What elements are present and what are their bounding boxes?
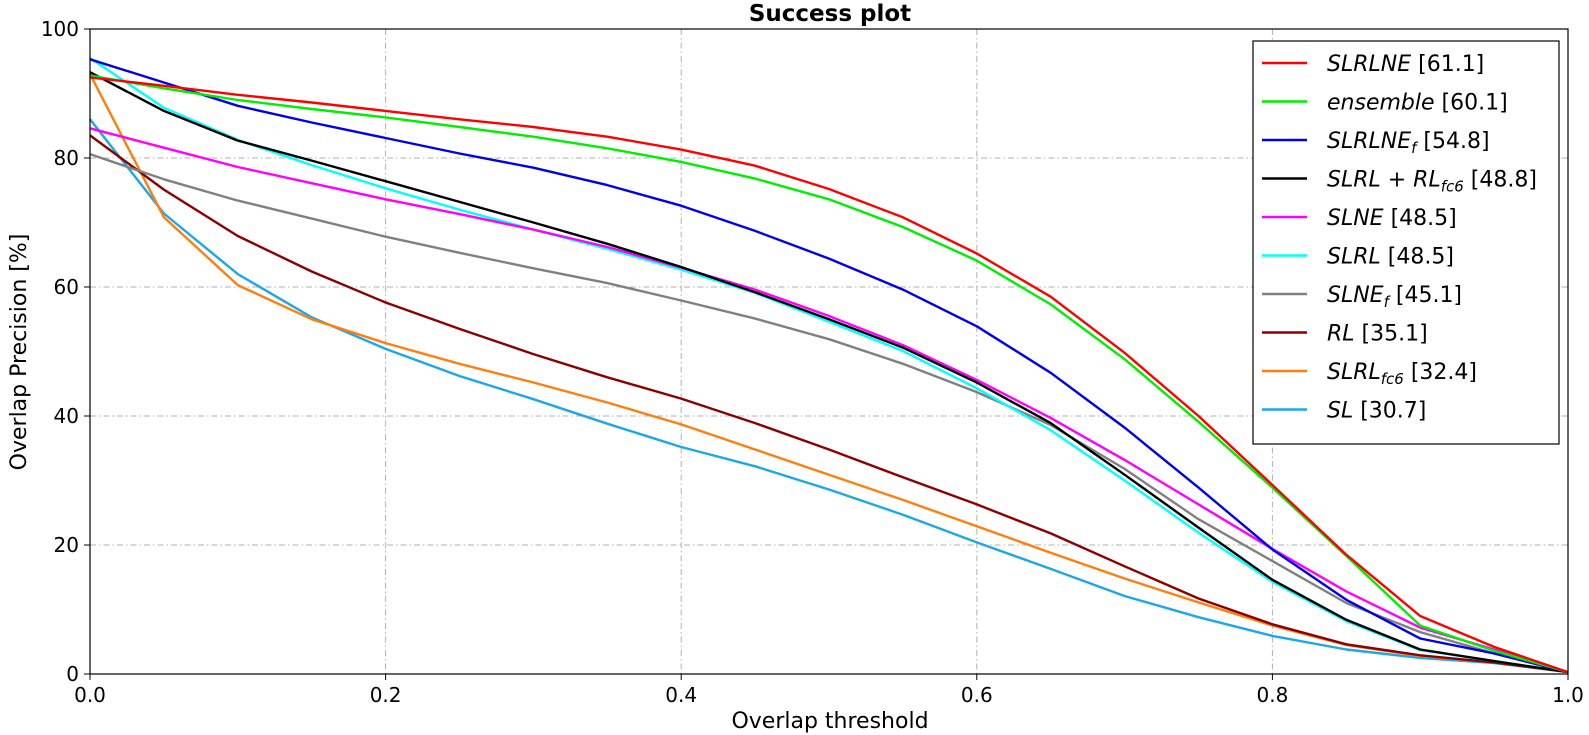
y-tick-label: 100 xyxy=(41,17,79,41)
legend-entry: SLNEf [45.1] xyxy=(1327,283,1462,311)
y-tick-label: 40 xyxy=(54,404,79,428)
series-line-slrl xyxy=(89,57,1569,674)
legend: SLRLNE [61.1] ensemble [60.1] SLRLNEf [54.… xyxy=(1252,40,1560,445)
series-line-slne xyxy=(89,127,1569,674)
legend-entry: SLRLNEf [54.8] xyxy=(1327,129,1490,157)
legend-entry: SLRLfc6 [32.4] xyxy=(1327,360,1477,388)
series-line-rl xyxy=(89,134,1569,674)
chart-title: Success plot xyxy=(749,1,911,27)
series-line-slrlnef xyxy=(89,58,1569,674)
y-tick-label: 20 xyxy=(54,533,79,557)
x-axis-ticks: 0.0 0.2 0.4 0.6 0.8 1.0 xyxy=(74,674,1584,707)
x-tick-label: 0.0 xyxy=(74,683,106,707)
plot-lines xyxy=(88,57,1569,674)
legend-entry: SLRL [48.5] xyxy=(1327,245,1454,270)
legend-entry: ensemble [60.1] xyxy=(1327,91,1508,116)
legend-entry: RL [35.1] xyxy=(1327,322,1428,347)
x-tick-label: 0.4 xyxy=(665,683,697,707)
legend-entry: SL [30.7] xyxy=(1327,399,1426,424)
y-axis-ticks: 0 20 40 60 80 100 xyxy=(41,17,90,686)
x-tick-label: 0.2 xyxy=(370,683,402,707)
legend-entry: SLNE [48.5] xyxy=(1327,206,1457,231)
plot-frame xyxy=(89,28,1569,675)
legend-box xyxy=(1252,40,1560,445)
legend-entry: SLRL + RLfc6 [48.8] xyxy=(1327,168,1537,196)
y-tick-label: 80 xyxy=(54,146,79,170)
x-tick-label: 0.8 xyxy=(1256,683,1288,707)
series-line-slrlne xyxy=(89,76,1569,674)
x-axis-label: Overlap threshold xyxy=(731,709,928,734)
x-tick-label: 1.0 xyxy=(1552,683,1584,707)
x-tick-label: 0.6 xyxy=(961,683,993,707)
y-axis-label: Overlap Precision [%] xyxy=(7,234,32,471)
series-line-slnef xyxy=(89,152,1569,674)
y-tick-label: 0 xyxy=(66,662,79,686)
series-line-ensemble xyxy=(89,74,1569,674)
legend-entry: SLRLNE [61.1] xyxy=(1327,52,1484,77)
series-line-slrl-rlfc6 xyxy=(89,71,1569,674)
y-tick-label: 60 xyxy=(54,275,79,299)
